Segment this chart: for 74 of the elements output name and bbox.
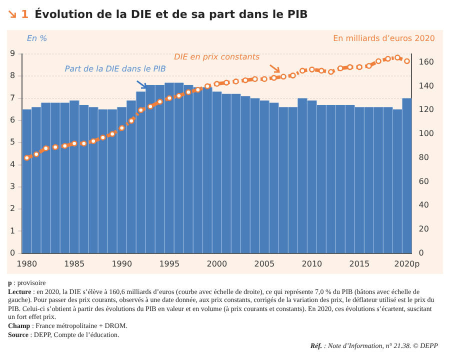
point <box>62 142 68 149</box>
point <box>328 68 334 75</box>
y-tick-label: 7 <box>10 93 16 102</box>
point <box>214 80 220 87</box>
y2-tick-label: 100 <box>418 129 434 138</box>
point <box>100 134 106 141</box>
point <box>71 140 78 146</box>
y2-tick-label: 120 <box>418 105 434 114</box>
point <box>299 68 306 74</box>
y2-tick-label: 160 <box>418 57 434 66</box>
text: 1 <box>21 8 29 21</box>
point <box>308 66 315 72</box>
y-tick-label: 5 <box>10 138 16 147</box>
point <box>261 76 268 82</box>
point <box>176 92 182 99</box>
point <box>232 78 239 84</box>
x-tick-label: 1985 <box>64 259 85 268</box>
y-tick-label: 0 <box>10 248 16 258</box>
point <box>52 144 58 150</box>
x-tick-label: 1990 <box>112 259 132 268</box>
point <box>185 89 192 96</box>
point <box>138 107 144 114</box>
x-tick-label: 2005 <box>254 259 275 268</box>
x-tick-label: 2010 <box>302 259 322 268</box>
y2-tick-label: 20 <box>418 224 429 234</box>
point <box>90 138 96 144</box>
point <box>290 72 296 78</box>
point <box>356 64 362 70</box>
y-tick-label: 3 <box>10 182 16 192</box>
point <box>347 64 353 70</box>
chart-title: Évolution de la DIE et de sa part dans le PIB <box>34 8 308 21</box>
y2-tick-label: 0 <box>418 248 424 258</box>
point <box>147 104 154 110</box>
point <box>128 118 134 124</box>
point <box>376 58 382 64</box>
point <box>156 98 163 105</box>
point <box>270 74 277 81</box>
y2-axis-title: En milliards d’euros 2020 <box>333 34 435 43</box>
point <box>166 95 172 102</box>
point <box>42 145 49 152</box>
point <box>385 56 391 62</box>
y-tick-label: 9 <box>10 49 16 58</box>
y-tick-label: 2 <box>10 204 16 214</box>
point <box>204 83 210 90</box>
y-tick-label: 8 <box>10 71 16 80</box>
point <box>404 58 410 64</box>
x-tick-label: 1980 <box>16 259 38 268</box>
y-tick-label: 1 <box>10 226 16 236</box>
y2-tick-label: 60 <box>418 176 429 186</box>
y2-tick-label: 80 <box>418 152 429 162</box>
point <box>242 77 248 84</box>
point <box>194 86 201 93</box>
y-tick-label: 6 <box>10 116 16 125</box>
point <box>318 68 324 74</box>
y2-tick-label: 40 <box>418 200 429 210</box>
series-label: Part de la DIE dans le PIB <box>64 64 166 74</box>
point <box>338 65 344 72</box>
y-axis-title: En % <box>27 34 48 43</box>
point <box>280 74 286 80</box>
x-tick-label: 2015 <box>349 259 370 268</box>
x-tick-label: 1995 <box>159 259 180 268</box>
y2-tick-label: 140 <box>418 81 434 90</box>
point <box>223 80 230 86</box>
point <box>109 131 116 137</box>
point <box>366 62 372 69</box>
point <box>24 154 30 161</box>
point <box>252 76 258 82</box>
text: DIE en prix constants <box>174 52 260 62</box>
x-tick-label: 2020p <box>394 259 420 268</box>
y-tick-label: 4 <box>10 160 16 169</box>
x-tick-label: 2000 <box>206 259 228 268</box>
point <box>394 54 400 61</box>
point <box>33 151 40 158</box>
point <box>118 125 125 131</box>
